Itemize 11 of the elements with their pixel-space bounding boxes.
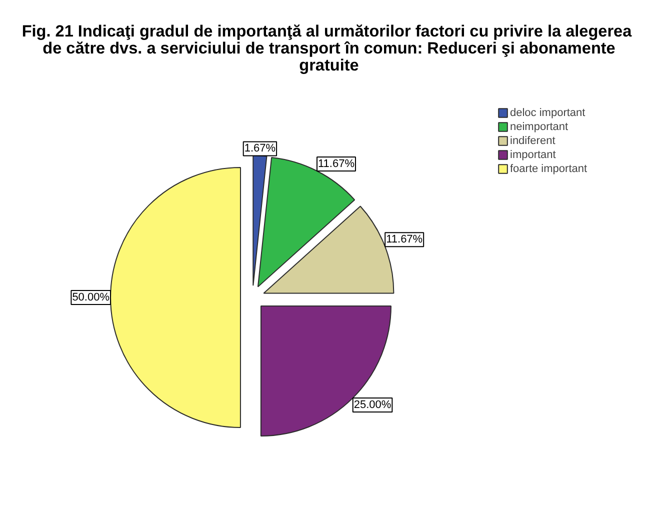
data-label: 11.67% bbox=[318, 158, 355, 170]
legend-label: indiferent bbox=[510, 134, 556, 147]
legend-label: deloc important bbox=[510, 106, 586, 119]
data-label: 50.00% bbox=[72, 291, 110, 304]
chart-title: Fig. 21 Indicaţi gradul de importanţă al următorilor factori cu privire la alegerea de către dvs. a serviciului de transport în comun: Reduceri şi abonamente gratuite bbox=[22, 22, 633, 74]
data-label: 25.00% bbox=[354, 398, 392, 411]
data-label: 1.67% bbox=[244, 142, 276, 155]
legend-label: neimportant bbox=[510, 120, 568, 133]
data-label: 11.67% bbox=[386, 234, 423, 246]
legend-label: important bbox=[510, 148, 556, 161]
legend-label: foarte important bbox=[510, 162, 588, 175]
